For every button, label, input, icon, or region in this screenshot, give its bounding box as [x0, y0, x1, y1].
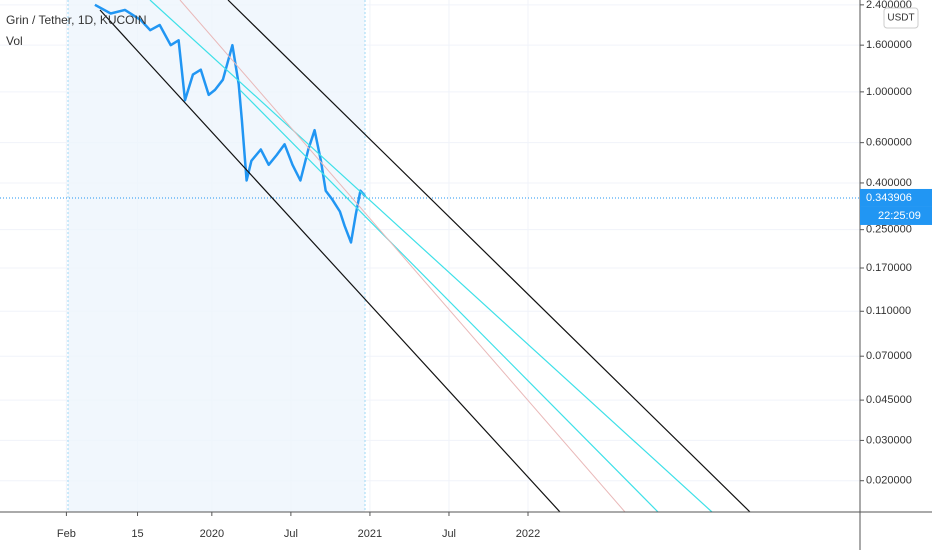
y-tick-label: 0.045000	[866, 394, 912, 406]
y-tick-label: 0.070000	[866, 350, 912, 362]
y-tick-label: 0.250000	[866, 224, 912, 236]
y-tick-label: 1.000000	[866, 86, 912, 98]
trend-lines	[99, 0, 751, 513]
y-tick-label: 0.600000	[866, 137, 912, 149]
last-price-label: 0.343906	[866, 192, 912, 204]
pink-line	[179, 0, 626, 513]
y-tick-label: 0.400000	[866, 177, 912, 189]
x-tick-label: 2020	[200, 528, 224, 540]
price-line	[94, 3, 367, 244]
x-tick-label: 2021	[358, 528, 382, 540]
y-tick-label: 0.170000	[866, 262, 912, 274]
y-tick-label: 0.030000	[866, 434, 912, 446]
cyan-line	[239, 89, 659, 513]
y-tick-label: 1.600000	[866, 39, 912, 51]
currency-badge[interactable]	[883, 7, 919, 29]
x-tick-label: 15	[131, 528, 143, 540]
cyan-line	[149, 0, 713, 513]
channel-upper	[227, 0, 751, 513]
last-price-box	[860, 188, 932, 207]
x-tick-label: Feb	[57, 528, 76, 540]
x-tick-label: Jul	[442, 528, 456, 540]
indicator-label: Vol	[6, 34, 23, 48]
date-range-highlight	[68, 0, 365, 512]
currency[interactable]: USDT	[887, 13, 914, 24]
y-tick-label: 0.020000	[866, 475, 912, 487]
y-tick-label: 0.110000	[866, 305, 911, 317]
x-tick-label: 2022	[516, 528, 540, 540]
x-tick-label: Jul	[284, 528, 298, 540]
countdown-box	[860, 206, 932, 225]
chart-title: Grin / Tether, 1D, KUCOIN	[6, 13, 147, 27]
y-tick-label: 2.400000	[866, 0, 912, 11]
channel-lower	[99, 9, 561, 513]
axes: 2.400000 1.600000 1.000000 0.600000 0.400000…	[57, 0, 932, 540]
countdown-label: 22:25:09	[878, 210, 921, 222]
